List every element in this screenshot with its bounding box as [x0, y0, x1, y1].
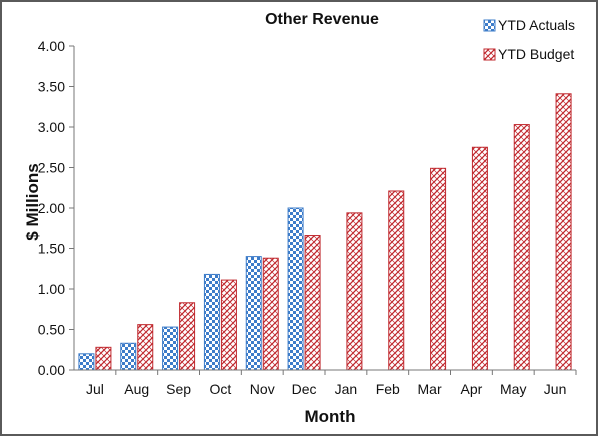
bar-ytd-budget [555, 93, 572, 371]
x-tick-label: Mar [418, 381, 442, 397]
x-tick-label: May [500, 381, 526, 397]
legend-swatch-actuals [483, 19, 496, 32]
y-tick-label: 3.50 [38, 79, 65, 95]
bar-ytd-budget [220, 279, 237, 371]
bar-ytd-budget [304, 235, 321, 371]
x-tick-label: Apr [461, 381, 483, 397]
legend: YTD Actuals YTD Budget [483, 17, 575, 62]
x-tick-label: Oct [210, 381, 232, 397]
x-tick-label: Nov [250, 381, 275, 397]
x-tick-label: Feb [376, 381, 400, 397]
legend-swatch-budget [483, 48, 496, 61]
legend-item-budget: YTD Budget [483, 46, 574, 62]
bar-ytd-actuals [78, 353, 95, 371]
bar-ytd-budget [262, 257, 279, 371]
bar-ytd-actuals [203, 273, 220, 371]
y-tick-label: 3.00 [38, 119, 65, 135]
y-tick-label: 4.00 [38, 38, 65, 54]
bar-ytd-budget [388, 190, 405, 371]
y-axis-title: $ Millions [23, 163, 42, 240]
chart-title: Other Revenue [265, 11, 379, 28]
x-tick-label: Sep [166, 381, 191, 397]
bar-ytd-budget [346, 212, 363, 371]
x-tick-label: Jul [86, 381, 104, 397]
legend-item-actuals: YTD Actuals [483, 17, 575, 33]
bars-group [78, 93, 572, 371]
y-tick-label: 1.50 [38, 241, 65, 257]
bar-ytd-actuals [162, 326, 179, 371]
x-tick-label: Aug [124, 381, 149, 397]
bar-ytd-budget [137, 324, 154, 371]
y-tick-label: 0.00 [38, 362, 65, 378]
x-axis-ticks: Jul Aug Sep Oct Nov Dec Jan Feb Mar Apr May Jun [86, 370, 577, 397]
bar-ytd-budget [513, 124, 530, 371]
x-axis-title: Month [305, 407, 356, 426]
y-tick-label: 2.00 [38, 200, 65, 216]
bar-ytd-budget [430, 167, 447, 371]
bar-ytd-actuals [287, 207, 304, 371]
bar-ytd-budget [471, 146, 488, 371]
bar-ytd-budget [179, 302, 196, 371]
y-tick-label: 2.50 [38, 160, 65, 176]
x-tick-label: Jun [544, 381, 567, 397]
bar-ytd-actuals [120, 342, 137, 371]
x-tick-label: Dec [292, 381, 317, 397]
bar-ytd-actuals [245, 256, 262, 371]
bar-ytd-budget [95, 346, 112, 371]
x-tick-label: Jan [335, 381, 358, 397]
y-tick-label: 0.50 [38, 322, 65, 338]
y-tick-label: 1.00 [38, 281, 65, 297]
legend-label-actuals: YTD Actuals [498, 17, 575, 33]
y-axis-ticks: 0.00 0.50 1.00 1.50 2.00 2.50 3.00 3.50 4.00 [38, 38, 74, 378]
legend-label-budget: YTD Budget [498, 46, 574, 62]
